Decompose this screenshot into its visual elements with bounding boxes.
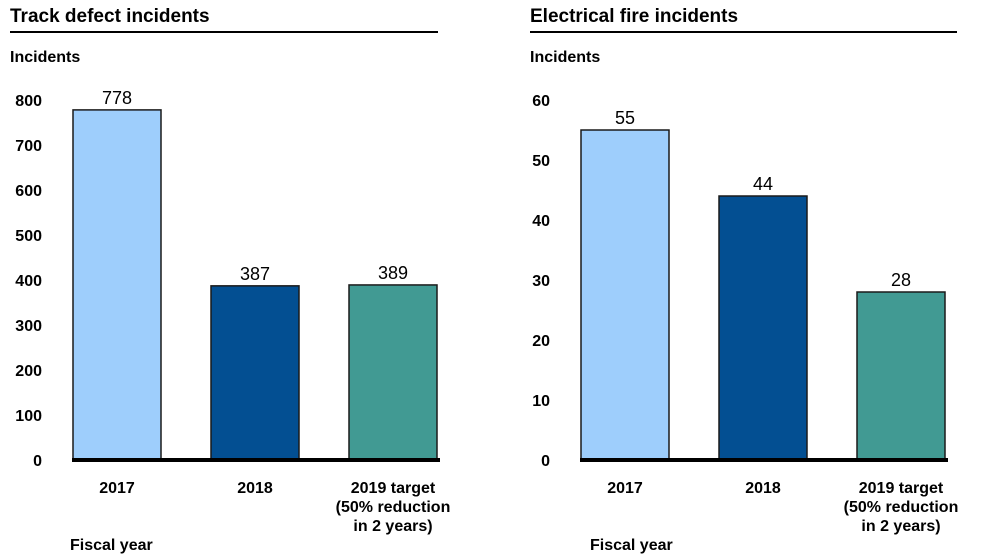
y-tick-label: 30 [532, 273, 550, 290]
y-tick-label: 400 [15, 273, 42, 290]
bar [210, 285, 300, 461]
x-axis-label: Fiscal year [70, 537, 153, 554]
y-tick-label: 700 [15, 138, 42, 155]
bar [580, 129, 670, 461]
bar [718, 195, 808, 461]
y-tick-label: 20 [532, 333, 550, 350]
bar-value-label: 28 [891, 270, 911, 290]
chart-title: Electrical fire incidents [530, 6, 739, 27]
bar [72, 109, 162, 461]
y-tick-label: 60 [532, 93, 550, 110]
bar [348, 284, 438, 461]
title-underline [530, 31, 957, 33]
x-category-label: 2017 [607, 480, 643, 497]
x-category-label: 2018 [745, 480, 781, 497]
y-tick-label: 600 [15, 183, 42, 200]
bar-value-label: 387 [240, 264, 270, 284]
title-underline [10, 31, 438, 33]
y-tick-label: 500 [15, 228, 42, 245]
bar-value-label: 55 [615, 108, 635, 128]
bar-value-label: 389 [378, 263, 408, 283]
bar-value-label: 44 [753, 174, 773, 194]
bar-chart-electrical-fires: 0 10 20 30 40 50 60 55 44 28 2017 2018 2019 target (5… [532, 93, 959, 535]
chart-panel-track-defects: Track defect incidents Incidents 0 100 200… [0, 0, 470, 558]
x-category-label: 2018 [237, 480, 273, 497]
y-tick-label: 50 [532, 153, 550, 170]
bar [856, 291, 946, 461]
x-category-label: 2019 target (50% reduction in 2 years) [844, 480, 959, 535]
y-tick-label: 800 [15, 93, 42, 110]
y-tick-label: 0 [541, 453, 550, 470]
y-tick-label: 100 [15, 408, 42, 425]
bar-value-label: 778 [102, 88, 132, 108]
y-axis-label: Incidents [530, 49, 601, 66]
chart-panel-electrical-fires: Electrical fire incidents Incidents 0 10 2… [520, 0, 987, 558]
chart-title: Track defect incidents [10, 6, 210, 27]
x-axis-label: Fiscal year [590, 537, 673, 554]
y-tick-label: 40 [532, 213, 550, 230]
y-tick-label: 0 [33, 453, 42, 470]
y-tick-label: 200 [15, 363, 42, 380]
x-category-label: 2019 target (50% reduction in 2 years) [336, 480, 451, 535]
y-tick-label: 300 [15, 318, 42, 335]
y-tick-label: 10 [532, 393, 550, 410]
x-category-label: 2017 [99, 480, 135, 497]
bar-chart-track-defects: 0 100 200 300 400 500 600 700 800 778 387 389 2017 20… [15, 88, 451, 535]
y-axis-label: Incidents [10, 49, 81, 66]
